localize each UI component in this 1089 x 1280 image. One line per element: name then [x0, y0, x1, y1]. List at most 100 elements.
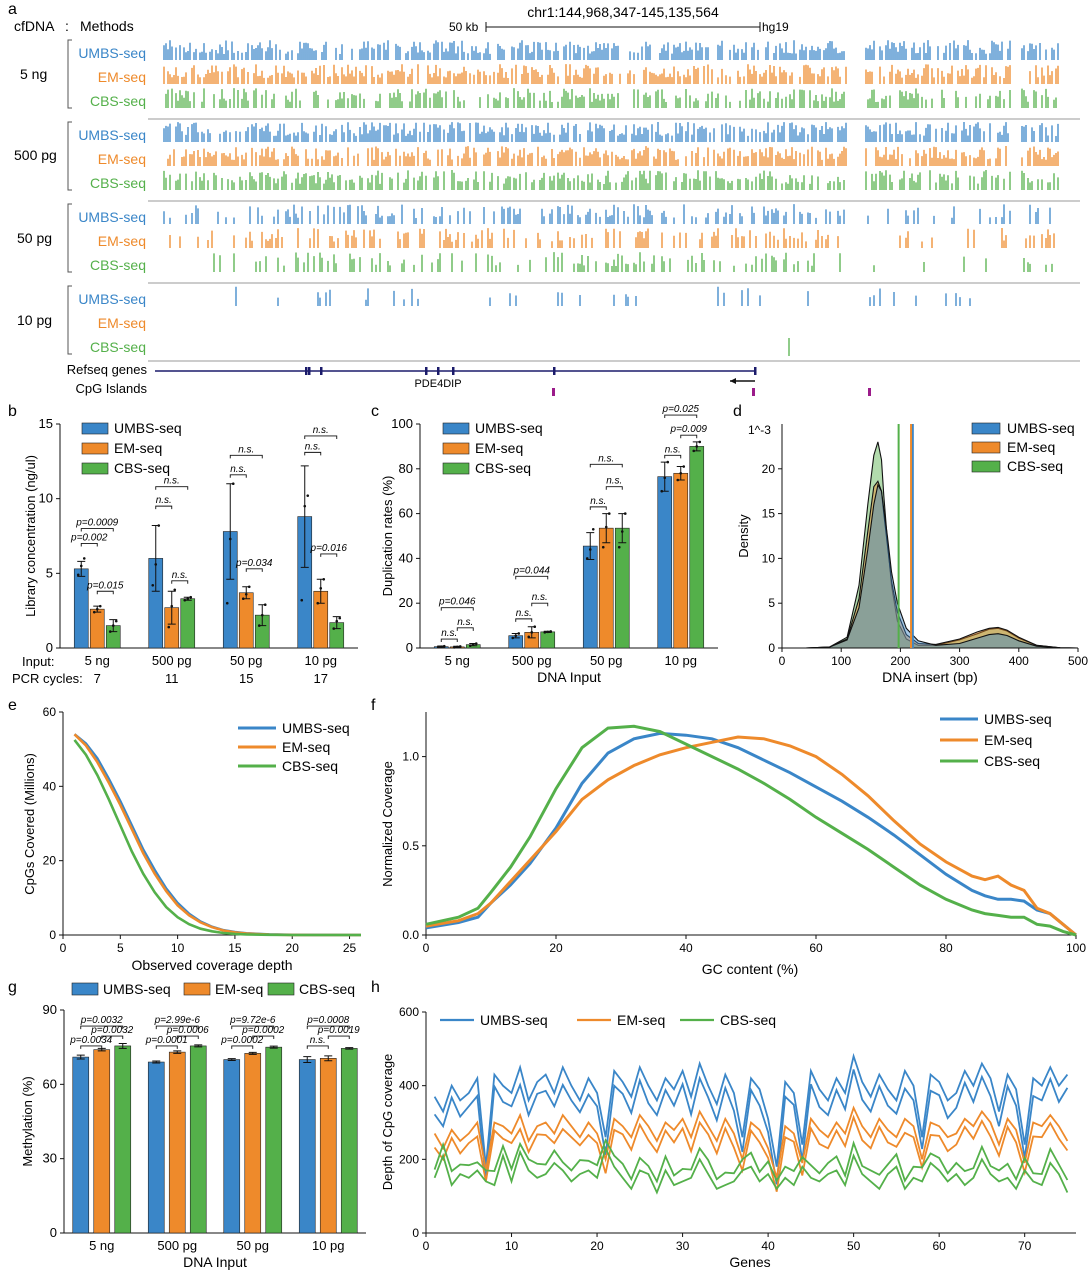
- data-point: [695, 445, 699, 448]
- bar-umbs-seq-1: [147, 1061, 165, 1234]
- pcr-cycle-label-0: 7: [94, 671, 101, 686]
- x-tick-label: 10: [171, 941, 185, 955]
- x-tick-label: 30: [676, 1239, 690, 1253]
- tracks: [148, 40, 1080, 356]
- data-point: [98, 604, 102, 608]
- data-point: [170, 604, 174, 608]
- data-point: [666, 460, 670, 464]
- error-bar: [324, 1055, 333, 1062]
- y-tick-label: 30: [43, 1151, 57, 1166]
- panel-h-gene-depth: 0 10 20 30 40 50 60 70 0 200 400 600 Depth of CpG co…: [380, 1005, 1076, 1270]
- x-tick-label-0: 5 ng: [89, 1238, 114, 1253]
- significance-label: p=2.99e-6: [154, 1015, 201, 1026]
- y-tick-label: 10: [39, 491, 53, 506]
- legend-label-em-seq: EM-seq: [114, 440, 162, 456]
- data-point: [186, 597, 190, 601]
- legend-label-em-seq: EM-seq: [984, 732, 1032, 748]
- significance-bracket: [96, 590, 114, 595]
- significance-label: p=0.0002: [241, 1025, 284, 1036]
- significance-label: n.s.: [230, 464, 246, 475]
- data-point: [591, 527, 595, 531]
- panel-f-gc-coverage: 0 20 40 60 80 100 0.0 0.5 1.0 Normalized Coverage…: [380, 711, 1086, 977]
- data-point: [263, 603, 267, 606]
- data-point: [452, 646, 456, 649]
- significance-bracket: [589, 463, 623, 468]
- density-exponent: 1^-3: [748, 423, 771, 437]
- x-axis-label: Observed coverage depth: [131, 957, 292, 973]
- significance-bracket: [80, 543, 98, 547]
- data-point: [322, 578, 326, 581]
- significance-label: n.s.: [457, 617, 473, 628]
- track-label-umbs-seq: UMBS-seq: [78, 291, 146, 307]
- significance-label: p=0.025: [662, 404, 700, 415]
- significance-label: p=0.0034: [69, 1035, 112, 1046]
- significance-label: n.s.: [156, 495, 172, 506]
- x-tick-label-3: 10 pg: [664, 653, 697, 668]
- data-point: [183, 598, 187, 602]
- legend-swatch-cbs-seq: [971, 460, 1001, 473]
- bracket: [67, 285, 72, 355]
- data-point: [617, 545, 621, 549]
- x-tick-label: 80: [939, 941, 953, 955]
- x-tick-label: 70: [1018, 1239, 1032, 1253]
- legend-label-umbs-seq: UMBS-seq: [103, 981, 171, 997]
- data-point: [82, 557, 86, 560]
- y-tick-label: 90: [43, 1002, 57, 1017]
- significance-label: n.s.: [532, 592, 548, 603]
- bar-umbs-seq-2: [582, 545, 598, 649]
- data-point: [111, 624, 115, 627]
- panel-letter-b: b: [8, 403, 17, 420]
- gene-depth-line-em-seq: [433, 1105, 1069, 1179]
- locus-label: chr1:144,968,347-145,135,564: [527, 4, 719, 20]
- signal-track-0-2: [165, 88, 1057, 108]
- pcr-cycle-label-2: 15: [239, 671, 253, 686]
- significance-bracket: [680, 434, 698, 439]
- exon: [308, 367, 311, 375]
- data-point: [601, 545, 605, 549]
- data-point: [300, 598, 304, 602]
- refseq-label: Refseq genes: [67, 362, 148, 377]
- data-point: [676, 478, 680, 482]
- y-axis-label: CpGs Covered (Millions): [22, 753, 37, 895]
- x-tick-label: 50: [847, 1239, 861, 1253]
- legend-label-umbs-seq: UMBS-seq: [984, 711, 1052, 727]
- significance-bracket: [304, 435, 338, 439]
- data-point: [225, 601, 229, 605]
- data-point: [189, 595, 193, 599]
- data-point: [154, 563, 158, 566]
- x-axis-label: DNA insert (bp): [882, 669, 978, 685]
- y-tick-label: 0: [46, 640, 53, 655]
- y-axis-label: Methylation (%): [20, 1076, 35, 1166]
- significance-label: p=9.72e-6: [229, 1015, 276, 1026]
- track-label-em-seq: EM-seq: [98, 315, 146, 331]
- data-point: [79, 564, 83, 568]
- x-tick-label: 500: [1068, 654, 1088, 668]
- significance-label: n.s.: [305, 441, 321, 452]
- x-tick-label-3: 10 pg: [312, 1238, 345, 1253]
- y-tick-label: 10: [762, 551, 776, 565]
- data-point: [679, 471, 683, 475]
- data-point: [682, 465, 686, 468]
- data-point: [241, 597, 245, 601]
- significance-bracket: [252, 1035, 275, 1040]
- data-point: [511, 636, 515, 640]
- legend-label-umbs-seq: UMBS-seq: [114, 420, 182, 436]
- curve-umbs-seq: [425, 731, 1077, 937]
- significance-bracket: [531, 602, 549, 607]
- data-point: [114, 619, 118, 623]
- exon: [754, 367, 757, 375]
- data-point: [692, 449, 696, 453]
- significance-label: n.s.: [172, 570, 188, 581]
- bar-cbs-seq-1: [540, 631, 556, 649]
- cfdna-header: cfDNA: [14, 18, 55, 34]
- error-bar: [345, 1047, 354, 1050]
- y-tick-label: 600: [399, 1005, 419, 1019]
- x-tick-label-3: 10 pg: [304, 653, 337, 668]
- legend-label-em-seq: EM-seq: [475, 440, 523, 456]
- significance-bracket: [664, 414, 698, 419]
- x-tick-label-1: 500 pg: [152, 653, 192, 668]
- legend-label-umbs-seq: UMBS-seq: [475, 420, 543, 436]
- data-point: [316, 601, 320, 605]
- exon: [452, 367, 455, 375]
